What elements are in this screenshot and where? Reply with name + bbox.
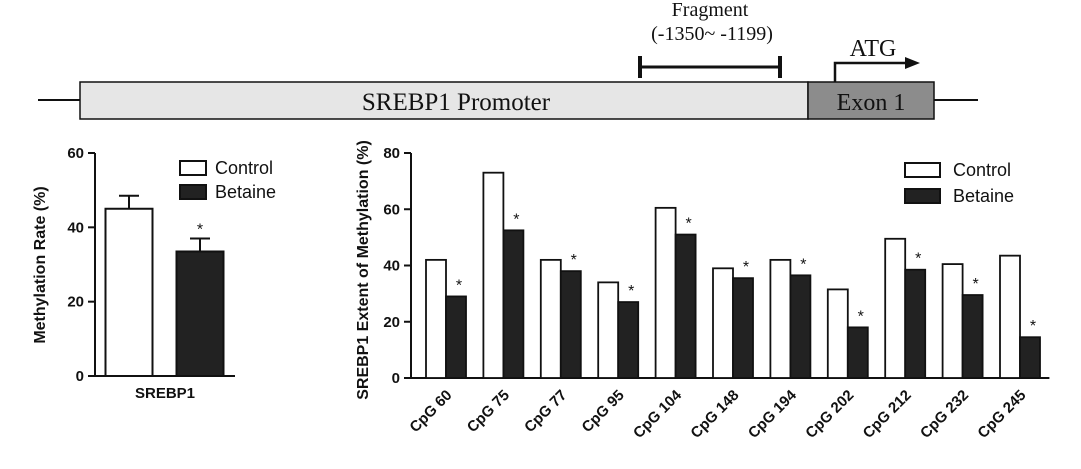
significance-marker: * [743,259,749,276]
y-tick-label: 0 [76,368,84,385]
chart-cpg-methylation-extent: 0 20 40 60 80 SREBP1 Extent of Methylation (%… [355,140,1050,442]
promoter-label: SREBP1 Promoter [362,89,551,116]
significance-marker: * [571,252,577,269]
y-tick-label: 80 [383,145,400,162]
bar-betaine [1019,336,1041,379]
y-tick-label: 40 [383,258,400,275]
x-category-label: CpG 148 [687,387,742,442]
significance-marker: * [197,221,203,238]
legend-swatch-betaine [904,188,941,204]
fragment-bracket [638,56,782,78]
bar-control [482,171,505,379]
y-tick-label: 20 [67,294,84,311]
y-tick-label: 0 [392,370,400,387]
bar-betaine [846,326,869,379]
bar-control [654,206,677,379]
chart-srebp1-methylation-rate: 0 20 40 60 Methylation Rate (%) * SREBP1 Contro… [32,145,276,402]
x-category-label: CpG 194 [745,386,801,442]
exon-label: Exon 1 [837,90,906,116]
promoter-schematic: SREBP1 Promoter Exon 1 Fragment (-1350~ … [38,0,978,120]
bar-control [597,281,620,379]
significance-marker: * [858,308,864,325]
y-tick-label: 20 [383,314,400,331]
x-category-label: CpG 104 [630,386,686,442]
legend-swatch-control [904,162,941,178]
x-category-label: SREBP1 [135,385,195,402]
legend-label-control: Control [953,160,1011,180]
significance-marker: * [972,276,978,293]
bar-betaine [732,277,754,379]
legend-swatch-betaine [179,184,207,200]
fragment-label: Fragment [672,0,749,21]
significance-marker: * [685,216,691,233]
legend-label-betaine: Betaine [953,186,1014,206]
bar-control [884,237,907,379]
legend-label-control: Control [215,158,273,178]
atg-label: ATG [850,36,897,62]
bar-control [941,263,964,379]
significance-marker: * [456,277,462,294]
fragment-range-label: (-1350~ -1199) [651,23,773,45]
bar-betaine [559,270,582,379]
significance-marker: * [800,256,806,273]
bar-betaine [502,229,525,379]
atg-arrow-icon [833,57,920,82]
x-category-label: CpG 95 [579,387,628,436]
bar-control [769,258,792,379]
x-category-label: CpG 77 [521,387,570,436]
y-tick-label: 60 [383,201,400,218]
legend-swatch-control [179,160,207,176]
promoter-box [79,81,809,120]
bar-control [425,258,447,379]
bar-betaine [617,301,640,379]
bar-betaine [904,268,927,379]
bar-betaine [175,250,225,377]
bar-betaine [445,295,467,379]
x-category-label: CpG 75 [464,387,513,436]
y-axis-title: Methylation Rate (%) [32,186,49,343]
bar-betaine [961,294,984,379]
bar-betaine [789,274,812,379]
bar-control [104,207,154,377]
bar-control [712,267,734,379]
x-category-label: CpG 212 [860,387,915,442]
significance-marker: * [628,283,634,300]
significance-marker: * [915,251,921,268]
exon-box [807,81,935,120]
y-tick-label: 40 [67,219,84,236]
bar-betaine [674,233,697,379]
bar-control [539,258,562,379]
bar-control [826,288,849,379]
x-category-label: CpG 202 [802,387,857,442]
y-tick-label: 60 [67,145,84,162]
significance-marker: * [1030,318,1036,335]
x-category-label: CpG 60 [406,387,455,436]
significance-marker: * [513,211,519,228]
x-category-label: CpG 245 [974,387,1029,442]
x-category-label: CpG 232 [917,387,972,442]
bar-control [999,254,1021,379]
y-axis-title: SREBP1 Extent of Methylation (%) [355,140,372,400]
legend-label-betaine: Betaine [215,182,276,202]
